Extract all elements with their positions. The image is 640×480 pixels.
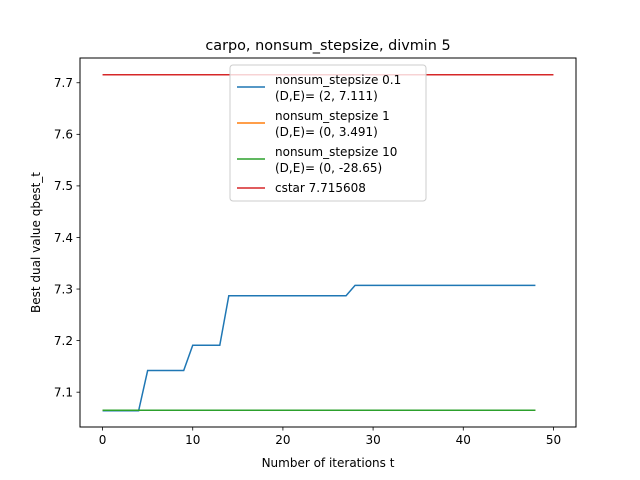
y-tick-label: 7.4 <box>54 231 73 245</box>
y-tick-label: 7.6 <box>54 128 73 142</box>
plot-frame <box>79 57 577 428</box>
y-axis: 7.1 7.2 7.3 7.4 7.5 7.6 7.7 <box>54 76 80 399</box>
legend-label: nonsum_stepsize 10 <box>275 145 397 159</box>
legend-label-detail: (D,E)= (2, 7.111) <box>275 89 378 103</box>
y-tick-label: 7.2 <box>54 334 73 348</box>
legend-label-detail: (D,E)= (0, 3.491) <box>275 125 378 139</box>
series-line <box>102 284 536 412</box>
x-tick-label: 20 <box>275 433 290 447</box>
x-tick-label: 50 <box>546 433 561 447</box>
x-axis-label: Number of iterations t <box>262 456 395 470</box>
legend-box <box>229 64 427 202</box>
x-tick-label: 30 <box>365 433 380 447</box>
legend-label: cstar 7.715608 <box>275 181 366 195</box>
legend-label: nonsum_stepsize 0.1 <box>275 73 401 87</box>
y-tick-label: 7.5 <box>54 179 73 193</box>
y-tick-label: 7.1 <box>54 385 73 399</box>
y-tick-label: 7.7 <box>54 76 73 90</box>
legend-label-detail: (D,E)= (0, -28.65) <box>275 161 382 175</box>
x-tick-label: 0 <box>99 433 107 447</box>
legend: nonsum_stepsize 0.1 (D,E)= (2, 7.111) nons… <box>229 64 427 202</box>
x-tick-label: 10 <box>185 433 200 447</box>
x-axis: 0 10 20 30 40 50 <box>99 427 561 447</box>
x-tick-label: 40 <box>456 433 471 447</box>
y-tick-label: 7.3 <box>54 282 73 296</box>
y-axis-label: Best dual value qbest_t <box>29 172 43 313</box>
legend-label: nonsum_stepsize 1 <box>275 109 390 123</box>
chart-title: carpo, nonsum_stepsize, divmin 5 <box>205 38 450 54</box>
